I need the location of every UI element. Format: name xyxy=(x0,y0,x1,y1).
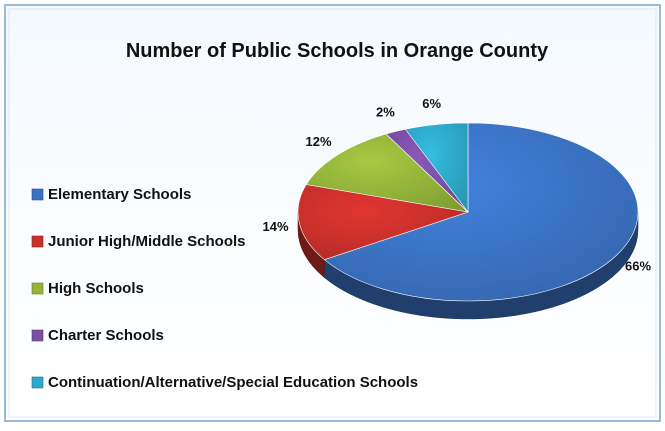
chart-inner-border xyxy=(8,8,657,418)
data-label-3: 2% xyxy=(376,105,395,120)
chart-title: Number of Public Schools in Orange Count… xyxy=(126,40,549,62)
legend-label-4: Continuation/Alternative/Special Educati… xyxy=(48,374,418,391)
pie-group xyxy=(297,122,639,320)
pie-slice-4 xyxy=(404,122,469,213)
data-label-2: 12% xyxy=(306,134,332,149)
legend-swatch-3 xyxy=(31,329,44,342)
legend-swatch-2 xyxy=(31,282,44,295)
pie-slice-1 xyxy=(297,184,469,261)
legend-label-1: Junior High/Middle Schools xyxy=(48,233,246,250)
legend-label-3: Charter Schools xyxy=(48,327,164,344)
legend-label-2: High Schools xyxy=(48,280,144,297)
legend-swatch-4 xyxy=(31,376,44,389)
pie-slice-0 xyxy=(323,122,639,302)
legend-label-0: Elementary Schools xyxy=(48,186,191,203)
data-label-4: 6% xyxy=(422,96,441,111)
data-label-0: 66% xyxy=(625,258,651,273)
legend-swatch-1 xyxy=(31,235,44,248)
pie-slice-2 xyxy=(305,133,469,213)
data-label-1: 14% xyxy=(263,219,289,234)
legend: Elementary Schools Junior High/Middle Sch… xyxy=(31,186,418,391)
data-labels: 66% 14% 12% 2% 6% xyxy=(263,96,652,274)
legend-swatch-0 xyxy=(31,188,44,201)
